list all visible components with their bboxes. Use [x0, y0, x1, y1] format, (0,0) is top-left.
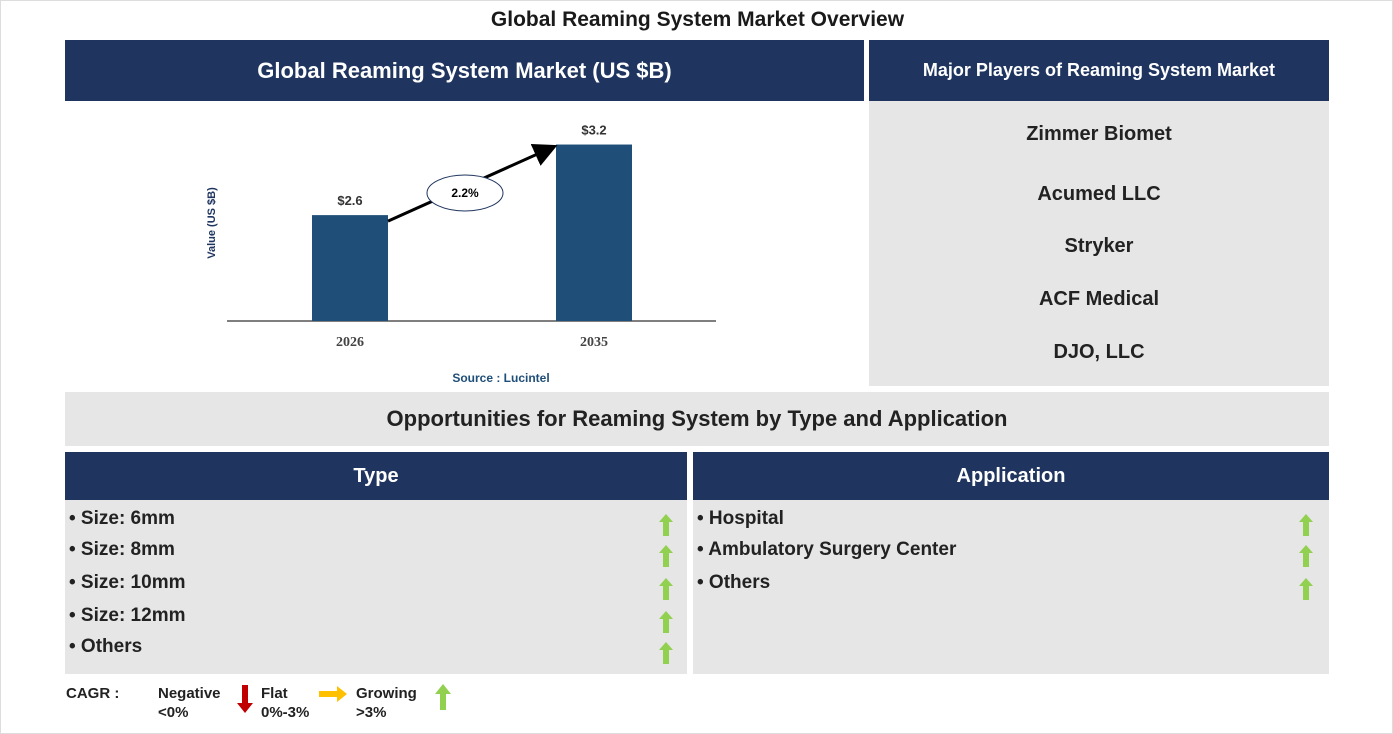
legend-flat: Flat 0%-3% — [261, 684, 309, 722]
opportunities-header: Opportunities for Reaming System by Type… — [65, 392, 1329, 446]
data-label: $3.2 — [581, 123, 606, 138]
player-item: Acumed LLC — [1037, 183, 1161, 205]
list-item: • Others — [69, 636, 143, 657]
list-item: • Size: 8mm — [69, 539, 175, 560]
type-header: Type — [65, 452, 687, 500]
bar-2035 — [556, 144, 632, 321]
list-item: • Size: 10mm — [69, 572, 186, 593]
x-tick-label: 2035 — [580, 335, 608, 350]
chart-header: Global Reaming System Market (US $B) — [65, 40, 864, 101]
legend-growing-range: >3% — [356, 704, 387, 721]
down-arrow-icon — [237, 685, 253, 713]
up-arrow-icon — [659, 545, 673, 567]
source-label: Source : Lucintel — [452, 371, 549, 385]
bar-chart: Value (US $B) $2.6 2026 $3.2 2035 2.2% Sour… — [206, 123, 716, 385]
application-list: • Hospital • Ambulatory Surgery Center • O… — [693, 500, 1329, 674]
up-arrow-icon — [659, 642, 673, 664]
up-arrow-icon — [1299, 545, 1313, 567]
up-arrow-icon — [435, 684, 451, 710]
x-tick-label: 2026 — [336, 335, 364, 350]
player-item: Zimmer Biomet — [1026, 123, 1172, 145]
up-arrow-icon — [1299, 514, 1313, 536]
cagr-ellipse — [426, 174, 504, 212]
legend-negative: Negative <0% — [158, 684, 221, 722]
list-item: • Ambulatory Surgery Center — [697, 539, 957, 560]
up-arrow-icon — [1299, 578, 1313, 600]
bar-2026 — [312, 215, 388, 321]
legend-flat-range: 0%-3% — [261, 704, 310, 721]
cagr-label: 2.2% — [451, 186, 479, 200]
up-arrow-icon — [659, 514, 673, 536]
player-item: Stryker — [1064, 235, 1134, 257]
player-item: DJO, LLC — [1053, 341, 1145, 363]
up-arrow-icon — [659, 611, 673, 633]
up-arrow-icon — [659, 578, 673, 600]
list-item: • Size: 12mm — [69, 605, 186, 626]
legend-negative-name: Negative — [158, 685, 221, 702]
y-axis-label: Value (US $B) — [206, 187, 218, 259]
legend-growing: Growing >3% — [356, 684, 417, 722]
application-header: Application — [693, 452, 1329, 500]
right-arrow-icon — [319, 686, 347, 702]
list-item: • Others — [697, 572, 771, 593]
page-title: Global Reaming System Market Overview — [490, 8, 905, 31]
legend-growing-name: Growing — [356, 685, 417, 702]
legend-negative-range: <0% — [158, 704, 189, 721]
type-list: • Size: 6mm • Size: 8mm • Size: 10mm • Size… — [65, 500, 687, 674]
data-label: $2.6 — [337, 193, 362, 208]
list-item: • Hospital — [697, 508, 784, 529]
legend-cagr-label: CAGR : — [66, 685, 120, 702]
player-item: ACF Medical — [1038, 288, 1160, 310]
legend-flat-name: Flat — [261, 685, 288, 702]
list-item: • Size: 6mm — [69, 508, 175, 529]
players-header: Major Players of Reaming System Market — [869, 40, 1329, 101]
players-list: Zimmer Biomet Acumed LLC Stryker ACF Med… — [869, 101, 1329, 386]
